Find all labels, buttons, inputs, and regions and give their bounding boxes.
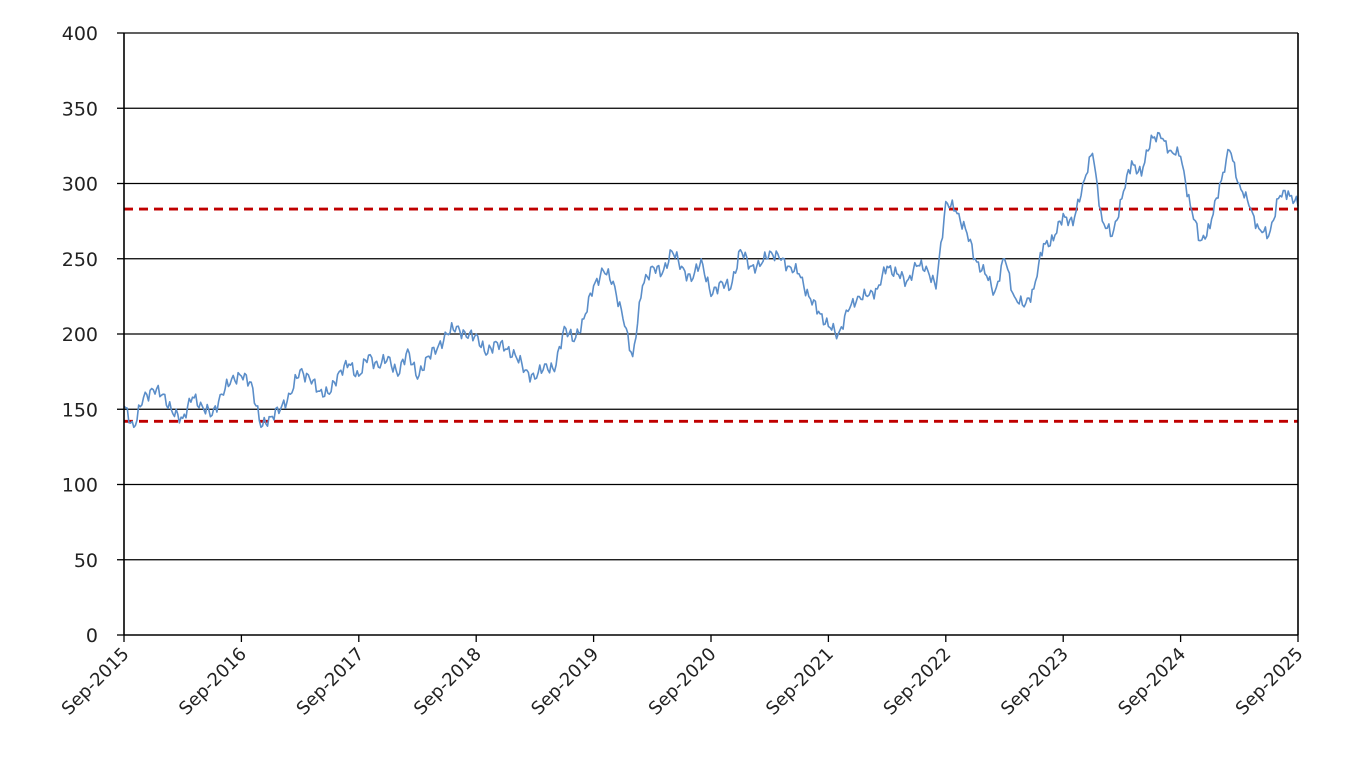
- x-tick-label: Sep-2016: [175, 644, 251, 720]
- y-tick-label: 50: [74, 550, 98, 572]
- x-tick-label: Sep-2015: [58, 644, 134, 720]
- x-tick-label: Sep-2021: [762, 644, 838, 720]
- x-tick-label: Sep-2020: [645, 644, 721, 720]
- series-line: [123, 131, 1299, 429]
- y-tick-label: 150: [62, 399, 98, 421]
- y-tick-label: 300: [62, 174, 98, 196]
- y-tick-label: 350: [62, 98, 98, 120]
- y-axis-tick-labels: 0 50 100 150 200 250 300 350 400: [62, 23, 98, 647]
- plot-frame: [123, 33, 1299, 636]
- reference-lines: [124, 207, 1298, 423]
- y-tick-label: 0: [86, 625, 98, 647]
- y-tick-label: 400: [62, 23, 98, 45]
- y-tick-label: 100: [62, 475, 98, 497]
- gridlines: [117, 32, 1298, 636]
- y-tick-label: 250: [62, 249, 98, 271]
- x-tick-label: Sep-2024: [1114, 644, 1190, 720]
- x-tick-label: Sep-2023: [997, 644, 1073, 720]
- x-axis-ticks: [123, 635, 1299, 642]
- x-tick-label: Sep-2025: [1232, 644, 1308, 720]
- y-tick-label: 200: [62, 324, 98, 346]
- x-tick-label: Sep-2018: [410, 644, 486, 720]
- x-tick-label: Sep-2017: [293, 644, 369, 720]
- data-series: [123, 131, 1299, 429]
- x-tick-label: Sep-2019: [527, 644, 603, 720]
- x-axis-tick-labels: Sep-2015 Sep-2016 Sep-2017 Sep-2018 Sep-2019…: [58, 644, 1308, 720]
- x-tick-label: Sep-2022: [880, 644, 956, 720]
